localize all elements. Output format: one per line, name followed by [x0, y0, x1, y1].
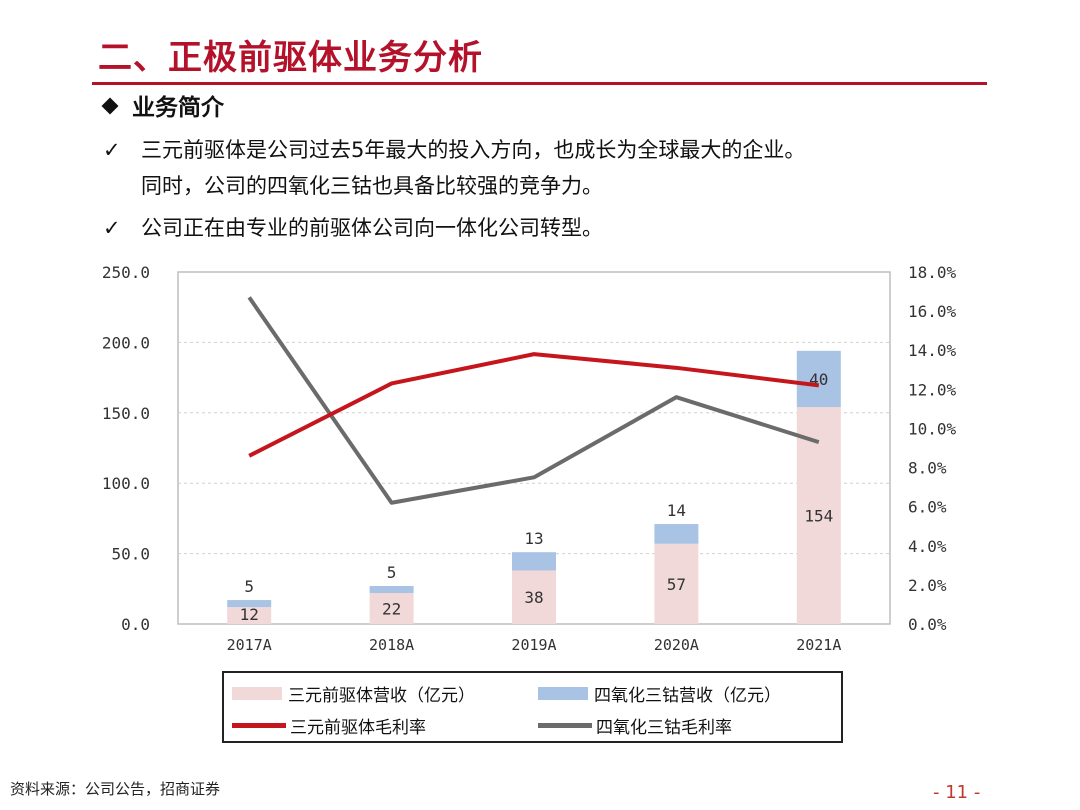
- legend-label: 三元前驱体毛利率: [290, 718, 426, 738]
- legend-swatch: [538, 687, 588, 700]
- right-tick-label: 14.0%: [908, 341, 957, 360]
- data-label-cobalt: 13: [524, 529, 543, 548]
- check-icon: ✓: [103, 138, 121, 162]
- page-number: - 11 -: [933, 782, 981, 803]
- legend-swatch: [232, 687, 282, 700]
- data-label-ternary: 38: [524, 588, 543, 607]
- data-label-ternary: 22: [382, 600, 401, 619]
- right-tick-label: 8.0%: [908, 459, 947, 478]
- right-tick-label: 12.0%: [908, 380, 957, 399]
- right-tick-label: 0.0%: [908, 615, 947, 634]
- check-icon: ✓: [103, 216, 121, 240]
- legend-label: 三元前驱体营收（亿元）: [288, 686, 475, 706]
- bar-ternary-revenue: [369, 593, 414, 624]
- data-label-cobalt: 5: [244, 577, 254, 596]
- legend-label: 四氧化三钴毛利率: [596, 718, 732, 738]
- data-label-cobalt: 14: [667, 501, 686, 520]
- legend-label: 四氧化三钴营收（亿元）: [594, 686, 781, 706]
- right-tick-label: 18.0%: [908, 263, 957, 282]
- x-tick-label: 2017A: [227, 636, 272, 654]
- bar-ternary-revenue: [654, 543, 699, 624]
- legend-swatch: [232, 723, 286, 728]
- data-label-ternary: 12: [240, 605, 259, 624]
- x-tick-label: 2021A: [796, 636, 841, 654]
- right-tick-label: 6.0%: [908, 498, 947, 517]
- bullet-text: 公司正在由专业的前驱体公司向一体化公司转型。: [141, 216, 603, 240]
- right-tick-label: 16.0%: [908, 302, 957, 321]
- bullet-text: 同时，公司的四氧化三钴也具备比较强的竞争力。: [141, 174, 603, 198]
- line-ternary-margin: [248, 352, 820, 458]
- page-title: 二、正极前驱体业务分析: [98, 38, 483, 78]
- data-label-ternary: 57: [667, 575, 686, 594]
- left-tick-label: 50.0: [111, 545, 150, 564]
- bar-ternary-revenue: [512, 570, 556, 624]
- chart-legend: 三元前驱体营收（亿元） 四氧化三钴营收（亿元） 三元前驱体毛利率 四氧化三钴毛利…: [222, 671, 843, 743]
- line-cobalt-margin: [247, 296, 820, 505]
- bullet-text: 三元前驱体是公司过去5年最大的投入方向，也成长为全球最大的企业。: [141, 138, 806, 162]
- bar-cobalt-revenue: [369, 585, 414, 594]
- left-tick-label: 250.0: [102, 263, 150, 282]
- left-tick-label: 100.0: [102, 474, 150, 493]
- title-rule: [92, 82, 987, 85]
- x-tick-label: 2018A: [369, 636, 414, 654]
- source-note: 资料来源：公司公告，招商证券: [10, 780, 221, 798]
- bar-ternary-revenue: [227, 607, 272, 624]
- bar-cobalt-revenue: [512, 552, 556, 571]
- left-tick-label: 150.0: [102, 404, 150, 423]
- left-tick-label: 0.0: [121, 615, 150, 634]
- right-tick-label: 10.0%: [908, 419, 957, 438]
- section-heading-text: 业务简介: [132, 95, 224, 121]
- bar-cobalt-revenue: [796, 350, 841, 408]
- legend-swatch: [538, 723, 592, 728]
- bar-ternary-revenue: [796, 407, 841, 624]
- legend-item-cobalt-margin: 四氧化三钴毛利率: [538, 713, 732, 738]
- bar-cobalt-revenue: [654, 524, 699, 544]
- bar-cobalt-revenue: [227, 600, 272, 608]
- legend-item-ternary-revenue: 三元前驱体营收（亿元）: [232, 681, 475, 706]
- x-tick-label: 2019A: [511, 636, 556, 654]
- data-label-ternary: 154: [804, 507, 833, 526]
- right-tick-label: 2.0%: [908, 576, 947, 595]
- legend-item-ternary-margin: 三元前驱体毛利率: [232, 713, 426, 738]
- right-tick-label: 4.0%: [908, 537, 947, 556]
- legend-item-cobalt-revenue: 四氧化三钴营收（亿元）: [538, 681, 781, 706]
- x-tick-label: 2020A: [654, 636, 699, 654]
- left-tick-label: 200.0: [102, 333, 150, 352]
- data-label-cobalt: 5: [387, 563, 397, 582]
- section-heading: 业务简介: [101, 88, 224, 122]
